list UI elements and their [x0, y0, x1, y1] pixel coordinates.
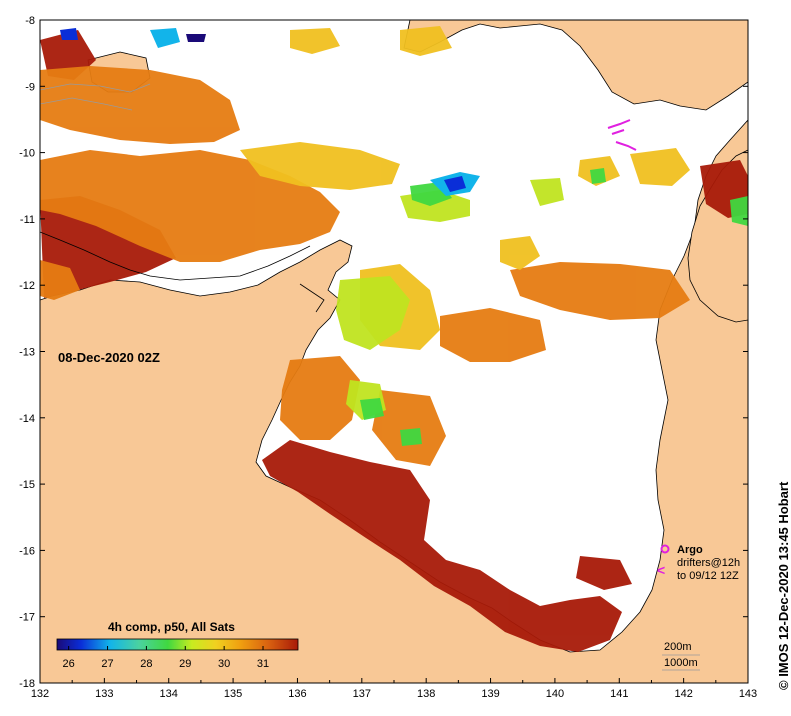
- x-tick-label: 137: [353, 688, 371, 700]
- colorbar-tick-label: 26: [63, 658, 75, 670]
- y-tick-label: -17: [19, 612, 35, 624]
- x-tick-label: 142: [674, 688, 692, 700]
- coastline-details: [40, 231, 325, 313]
- colorbar-tick-label: 27: [101, 658, 113, 670]
- argo-legend: Argo < drifters@12h to 09/12 12Z: [657, 544, 740, 582]
- x-tick-label: 139: [481, 688, 499, 700]
- contour-200m-label: 200m: [664, 641, 692, 653]
- colorbar-ticks: 26 27 28 29 30 31: [63, 646, 269, 670]
- contour-legend: 200m 1000m: [662, 641, 700, 671]
- colorbar-bar: [56, 638, 299, 651]
- argo-label: Argo: [677, 544, 703, 556]
- x-tick-label: 134: [160, 688, 178, 700]
- y-tick-label: -9: [25, 81, 35, 93]
- y-tick-label: -10: [19, 148, 35, 160]
- drifter-label-line1: drifters@12h: [677, 557, 740, 569]
- drifter-marker-icon: <: [657, 562, 665, 578]
- colorbar-tick-label: 30: [218, 658, 230, 670]
- x-tick-label: 141: [610, 688, 628, 700]
- colorbar: 4h comp, p50, All Sats 26 27 28 29 30 31: [56, 620, 299, 670]
- y-tick-label: -16: [19, 545, 35, 557]
- colorbar-title: 4h comp, p50, All Sats: [108, 620, 235, 634]
- depth-contours: [40, 83, 151, 111]
- contour-1000m-label: 1000m: [664, 657, 698, 669]
- y-tick-label: -13: [19, 347, 35, 359]
- x-tick-label: 143: [739, 688, 757, 700]
- x-tick-label: 132: [31, 688, 49, 700]
- drifter-label-line2: to 09/12 12Z: [677, 570, 739, 582]
- y-axis: -8 -9 -10 -11 -12 -13 -14 -15 -16 -17 -18: [19, 15, 748, 690]
- y-tick-label: -15: [19, 479, 35, 491]
- y-tick-label: -18: [19, 678, 35, 690]
- argo-marker-icon: [660, 544, 670, 554]
- colorbar-tick-label: 31: [257, 658, 269, 670]
- x-tick-label: 133: [95, 688, 113, 700]
- y-tick-label: -8: [25, 15, 35, 27]
- date-label: 08-Dec-2020 02Z: [58, 350, 160, 365]
- y-tick-label: -11: [20, 214, 35, 226]
- x-tick-label: 136: [288, 688, 306, 700]
- imos-credit: © IMOS 12-Dec-2020 13:45 Hobart: [776, 481, 791, 690]
- colorbar-tick-label: 28: [140, 658, 152, 670]
- y-tick-label: -12: [19, 280, 35, 292]
- x-axis: 132 133 134 135 136 137 138 139 140 141 142 143: [31, 678, 757, 700]
- colorbar-tick-label: 29: [179, 658, 191, 670]
- y-tick-label: -14: [19, 413, 35, 425]
- x-tick-label: 138: [417, 688, 435, 700]
- land-new-guinea: [403, 20, 748, 111]
- drifter-tracks: [607, 119, 637, 151]
- x-tick-label: 140: [546, 688, 564, 700]
- sst-patches-cool: [60, 28, 480, 196]
- x-tick-label: 135: [224, 688, 242, 700]
